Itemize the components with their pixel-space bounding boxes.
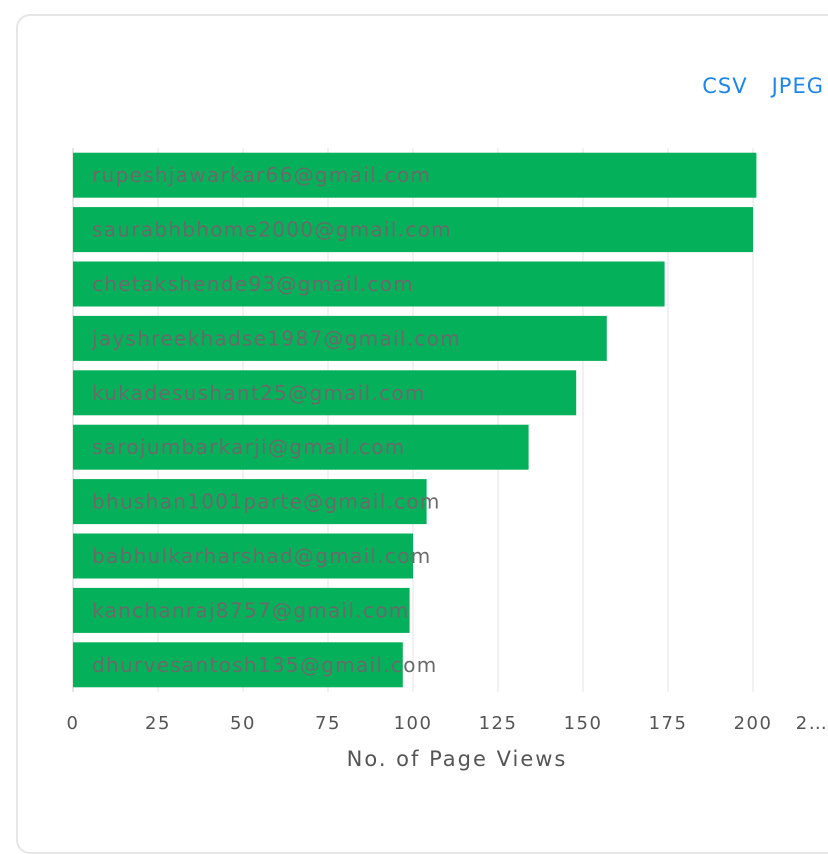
x-axis-ticks: 0 25 50 75 100 125 150 175 200 2… — [67, 713, 828, 734]
bar[interactable] — [73, 315, 607, 361]
bar-label: jayshreekhadse1987@gmail.com — [91, 326, 461, 350]
bars: rupeshjawarkar66@gmail.com saurabhbhome20… — [73, 152, 757, 688]
bar[interactable] — [73, 642, 403, 688]
jpeg-export-link[interactable]: JPEG — [771, 74, 824, 98]
bar-chart: rupeshjawarkar66@gmail.com saurabhbhome20… — [67, 148, 828, 771]
bar-label: kukadesushant25@gmail.com — [92, 381, 426, 405]
x-tick-label: 150 — [564, 713, 603, 734]
bar[interactable] — [73, 479, 427, 525]
bar-label: saurabhbhome2000@gmail.com — [92, 218, 452, 242]
x-tick-label: 25 — [145, 713, 171, 734]
x-tick-label: 200 — [734, 713, 773, 734]
bar[interactable] — [73, 424, 529, 470]
x-tick-label: 100 — [394, 713, 433, 734]
x-tick-label: 0 — [67, 713, 80, 734]
bar-label: sarojumbarkarji@gmail.com — [92, 435, 406, 459]
bar[interactable] — [73, 370, 577, 416]
csv-export-link[interactable]: CSV — [702, 74, 748, 98]
bar[interactable] — [73, 533, 413, 579]
x-tick-label: 2… — [796, 713, 828, 734]
x-tick-label: 125 — [479, 713, 518, 734]
bar-label: babhulkarharshad@gmail.com — [92, 544, 432, 568]
bar-label: kanchanraj8757@gmail.com — [92, 598, 410, 622]
bar-label: dhurvesantosh135@gmail.com — [92, 653, 438, 677]
bar[interactable] — [73, 152, 757, 198]
x-axis-title: No. of Page Views — [347, 747, 568, 771]
bar-label: bhushan1001parte@gmail.com — [92, 490, 441, 514]
bar[interactable] — [73, 207, 753, 253]
bar-label: rupeshjawarkar66@gmail.com — [92, 163, 431, 187]
x-tick-label: 75 — [315, 713, 341, 734]
bar[interactable] — [73, 587, 410, 633]
bar-label: chetakshende93@gmail.com — [92, 272, 414, 296]
x-tick-label: 175 — [649, 713, 688, 734]
export-actions: CSV JPEG — [702, 74, 828, 102]
bar[interactable] — [73, 261, 665, 307]
x-tick-label: 50 — [230, 713, 256, 734]
